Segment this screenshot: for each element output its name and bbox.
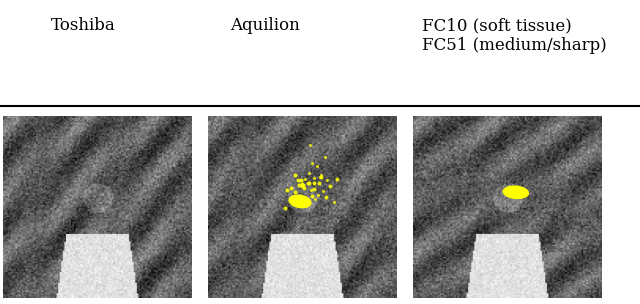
Point: [298, 182, 308, 187]
Point: [320, 155, 330, 160]
Point: [307, 161, 317, 166]
Point: [328, 200, 339, 205]
Point: [294, 182, 304, 187]
Point: [289, 202, 299, 207]
Point: [305, 143, 316, 148]
Text: FC10 (soft tissue)
FC51 (medium/sharp): FC10 (soft tissue) FC51 (medium/sharp): [422, 17, 607, 54]
Point: [299, 185, 309, 190]
Ellipse shape: [289, 195, 311, 208]
Point: [321, 194, 332, 199]
Point: [316, 172, 326, 177]
Point: [303, 181, 314, 185]
Point: [296, 177, 306, 182]
Point: [297, 183, 307, 188]
Point: [307, 193, 317, 198]
Point: [286, 186, 296, 191]
Point: [306, 187, 316, 192]
Point: [297, 202, 307, 207]
Point: [280, 206, 291, 211]
Text: Toshiba: Toshiba: [51, 17, 116, 34]
Point: [297, 181, 307, 186]
Point: [324, 184, 335, 189]
Point: [310, 196, 320, 201]
Point: [300, 177, 310, 182]
Point: [303, 181, 313, 185]
Point: [315, 175, 325, 180]
Point: [309, 186, 319, 191]
Point: [290, 173, 300, 178]
Point: [290, 190, 300, 195]
Point: [318, 188, 328, 193]
Point: [332, 177, 342, 181]
Point: [314, 181, 324, 185]
Point: [322, 178, 332, 183]
Point: [309, 181, 319, 186]
Ellipse shape: [503, 186, 529, 199]
Point: [292, 178, 303, 182]
Point: [304, 171, 314, 175]
Point: [308, 175, 319, 180]
Point: [316, 175, 326, 180]
Text: Aquilion: Aquilion: [230, 17, 300, 34]
Point: [312, 164, 322, 168]
Point: [282, 188, 292, 192]
Point: [312, 192, 323, 197]
Point: [291, 199, 301, 204]
